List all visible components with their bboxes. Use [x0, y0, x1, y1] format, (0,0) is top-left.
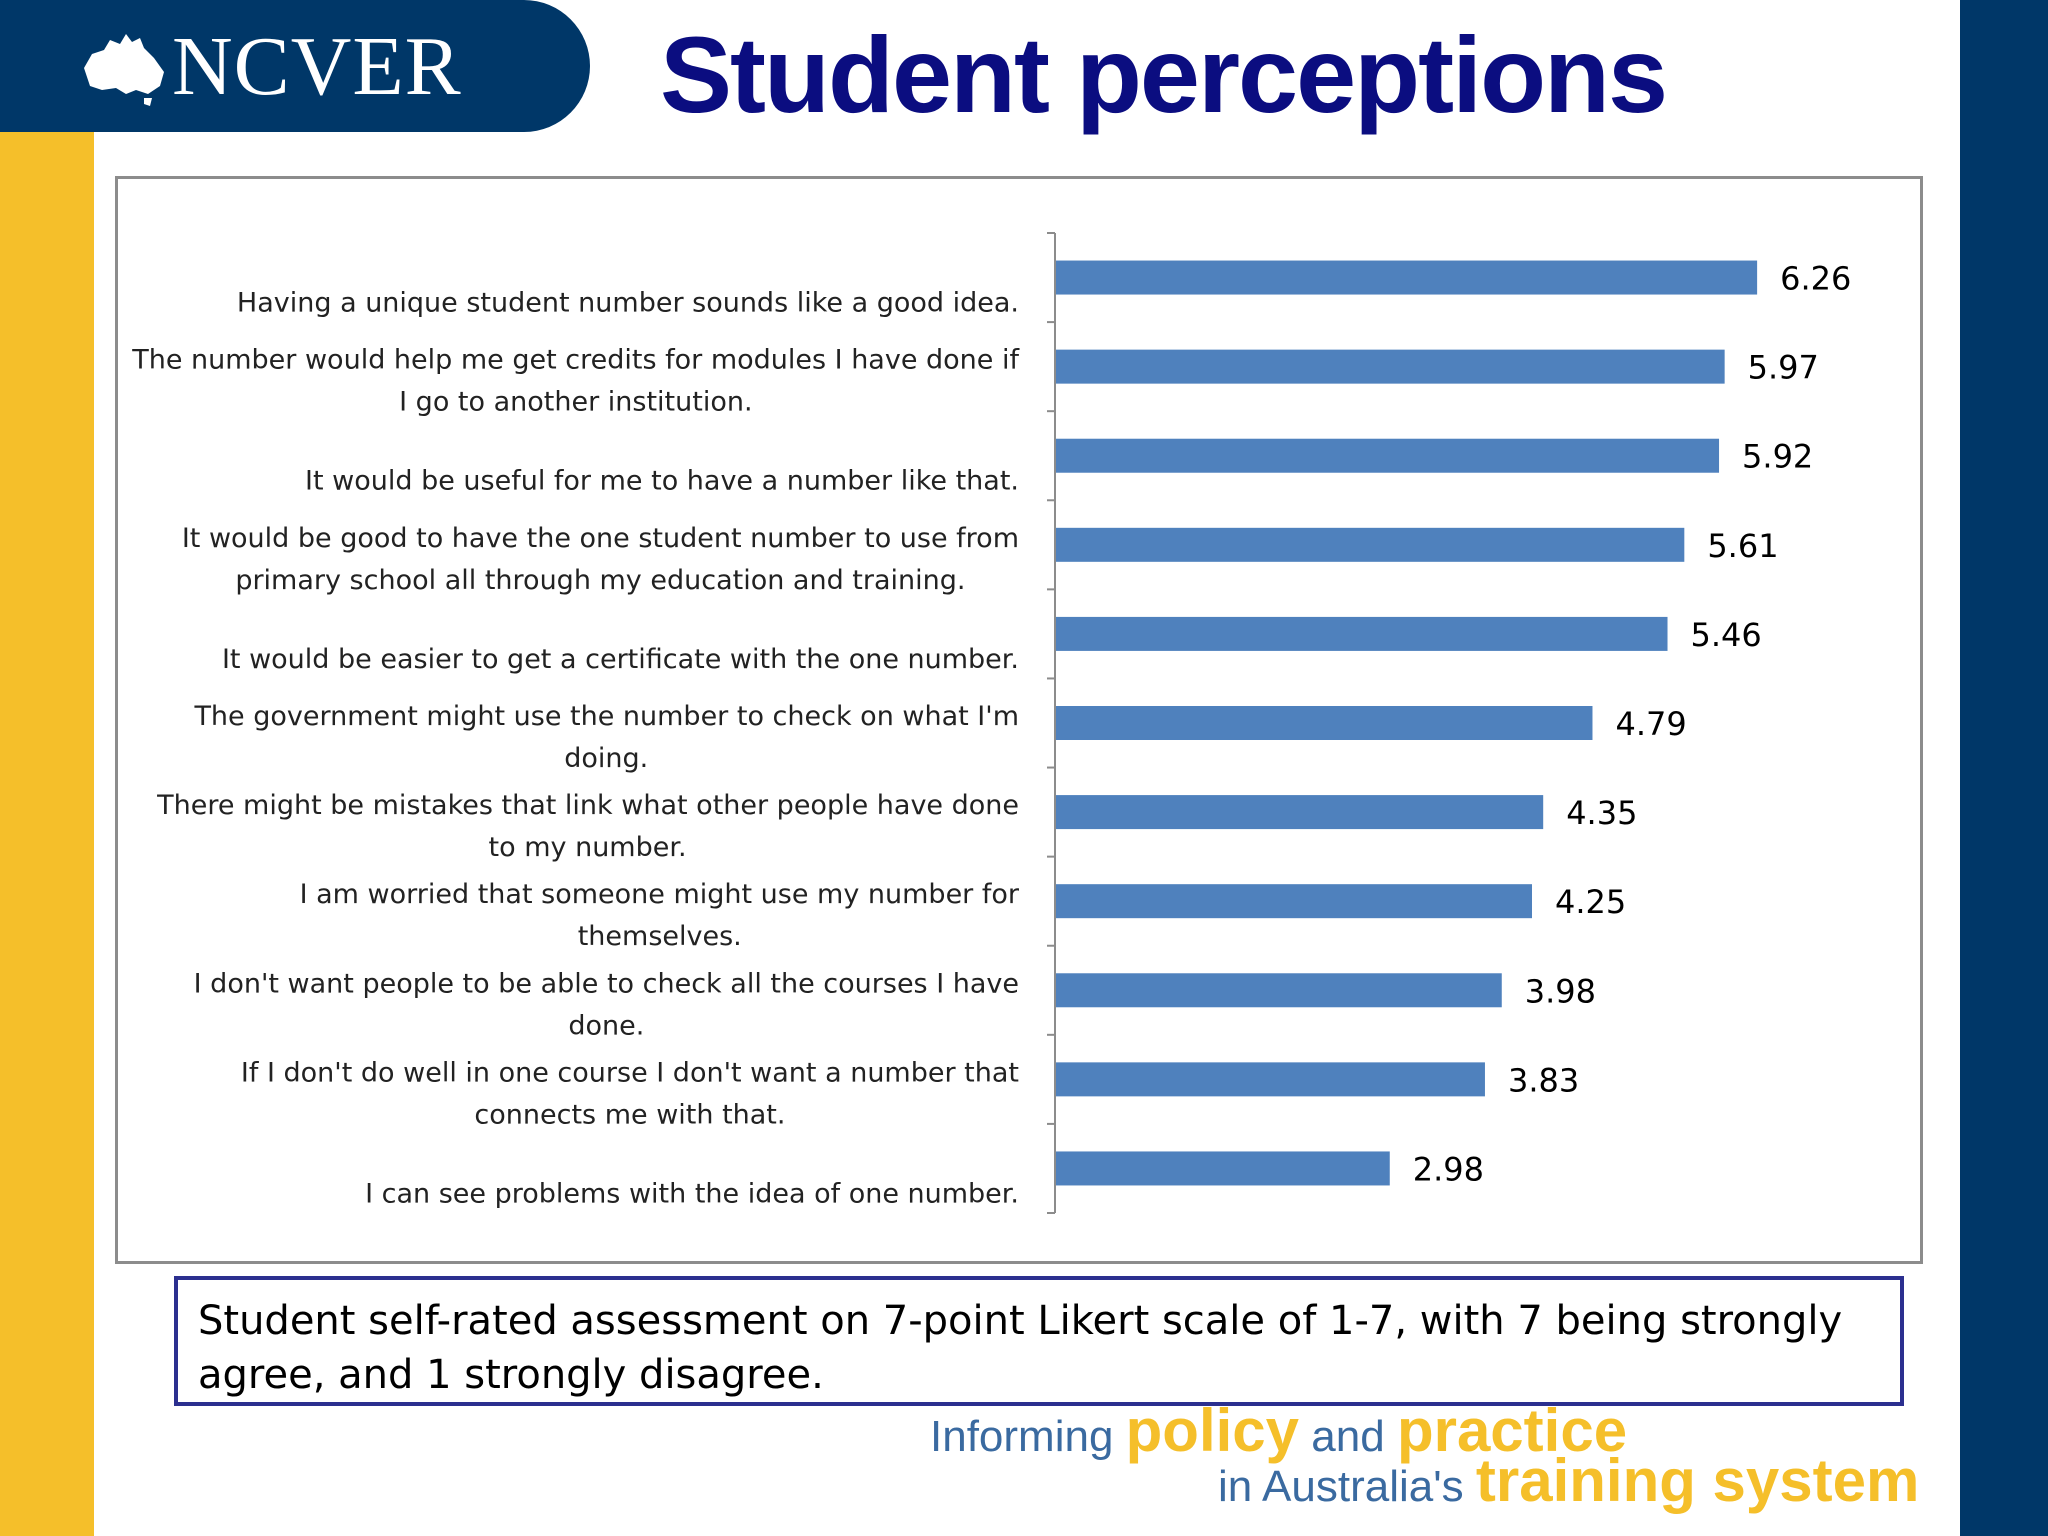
bar-value-label: 2.98: [1413, 1150, 1484, 1188]
bar-value-label: 3.98: [1525, 972, 1596, 1010]
category-label: doing.: [564, 743, 648, 774]
bar-value-label: 4.79: [1615, 705, 1686, 743]
tagline-practice: practice: [1396, 1397, 1628, 1464]
bar-value-label: 4.35: [1566, 794, 1637, 832]
tagline-and: and: [1311, 1412, 1385, 1461]
tagline-line-1: Informing policy and practice: [930, 1396, 1627, 1465]
australia-map-icon: [84, 34, 164, 106]
category-label: primary school all through my education …: [235, 565, 965, 596]
tagline-in-australias: in Australia's: [1218, 1462, 1464, 1511]
category-label: done.: [568, 1010, 644, 1041]
page-title: Student perceptions: [660, 14, 1668, 135]
category-label: The government might use the number to c…: [193, 701, 1019, 732]
bar: [1056, 527, 1685, 562]
category-label: It would be good to have the one student…: [182, 523, 1019, 554]
scale-note: Student self-rated assessment on 7-point…: [174, 1276, 1904, 1406]
category-label: to my number.: [489, 832, 687, 863]
bar: [1056, 438, 1720, 473]
category-label: The number would help me get credits for…: [131, 345, 1020, 376]
chart-container: 6.26 Having a unique student number sound…: [115, 176, 1923, 1264]
category-label: I am worried that someone might use my n…: [300, 879, 1020, 910]
tagline-informing: Informing: [930, 1412, 1114, 1461]
bar-value-label: 5.46: [1691, 616, 1762, 654]
bar: [1056, 1151, 1390, 1186]
category-label: It would be useful for me to have a numb…: [305, 466, 1019, 497]
tagline-training-system: training system: [1475, 1447, 1920, 1514]
bar: [1056, 260, 1758, 295]
category-label: I don't want people to be able to check …: [194, 968, 1019, 999]
tagline-line-2: in Australia's training system: [1218, 1446, 1919, 1515]
category-label: There might be mistakes that link what o…: [156, 790, 1019, 821]
bar: [1056, 1062, 1485, 1097]
category-label: Having a unique student number sounds li…: [237, 288, 1019, 319]
left-gold-stripe: [0, 0, 94, 1536]
tagline-policy: policy: [1125, 1397, 1300, 1464]
bar-value-label: 4.25: [1555, 883, 1626, 921]
category-label: It would be easier to get a certificate …: [222, 644, 1019, 675]
bar: [1056, 349, 1725, 384]
bar-value-label: 5.92: [1742, 438, 1813, 476]
bar: [1056, 795, 1544, 830]
right-navy-stripe: [1960, 0, 2048, 1536]
category-label: I go to another institution.: [399, 387, 752, 418]
bar: [1056, 973, 1502, 1008]
bar-value-label: 3.83: [1508, 1061, 1579, 1099]
bar-value-label: 5.61: [1707, 527, 1778, 565]
logo-text: NCVER: [172, 20, 462, 113]
ncver-logo: NCVER: [0, 0, 590, 132]
bar: [1056, 706, 1593, 740]
bar-value-label: 6.26: [1780, 260, 1851, 298]
category-label: connects me with that.: [474, 1099, 785, 1130]
bar-chart: 6.26 Having a unique student number sound…: [131, 232, 1851, 1214]
bar-value-label: 5.97: [1748, 349, 1819, 387]
bar: [1056, 884, 1532, 919]
category-label: I can see problems with the idea of one …: [365, 1178, 1019, 1209]
category-label: If I don't do well in one course I don't…: [241, 1057, 1019, 1088]
bar: [1056, 616, 1668, 651]
category-label: themselves.: [578, 921, 742, 952]
